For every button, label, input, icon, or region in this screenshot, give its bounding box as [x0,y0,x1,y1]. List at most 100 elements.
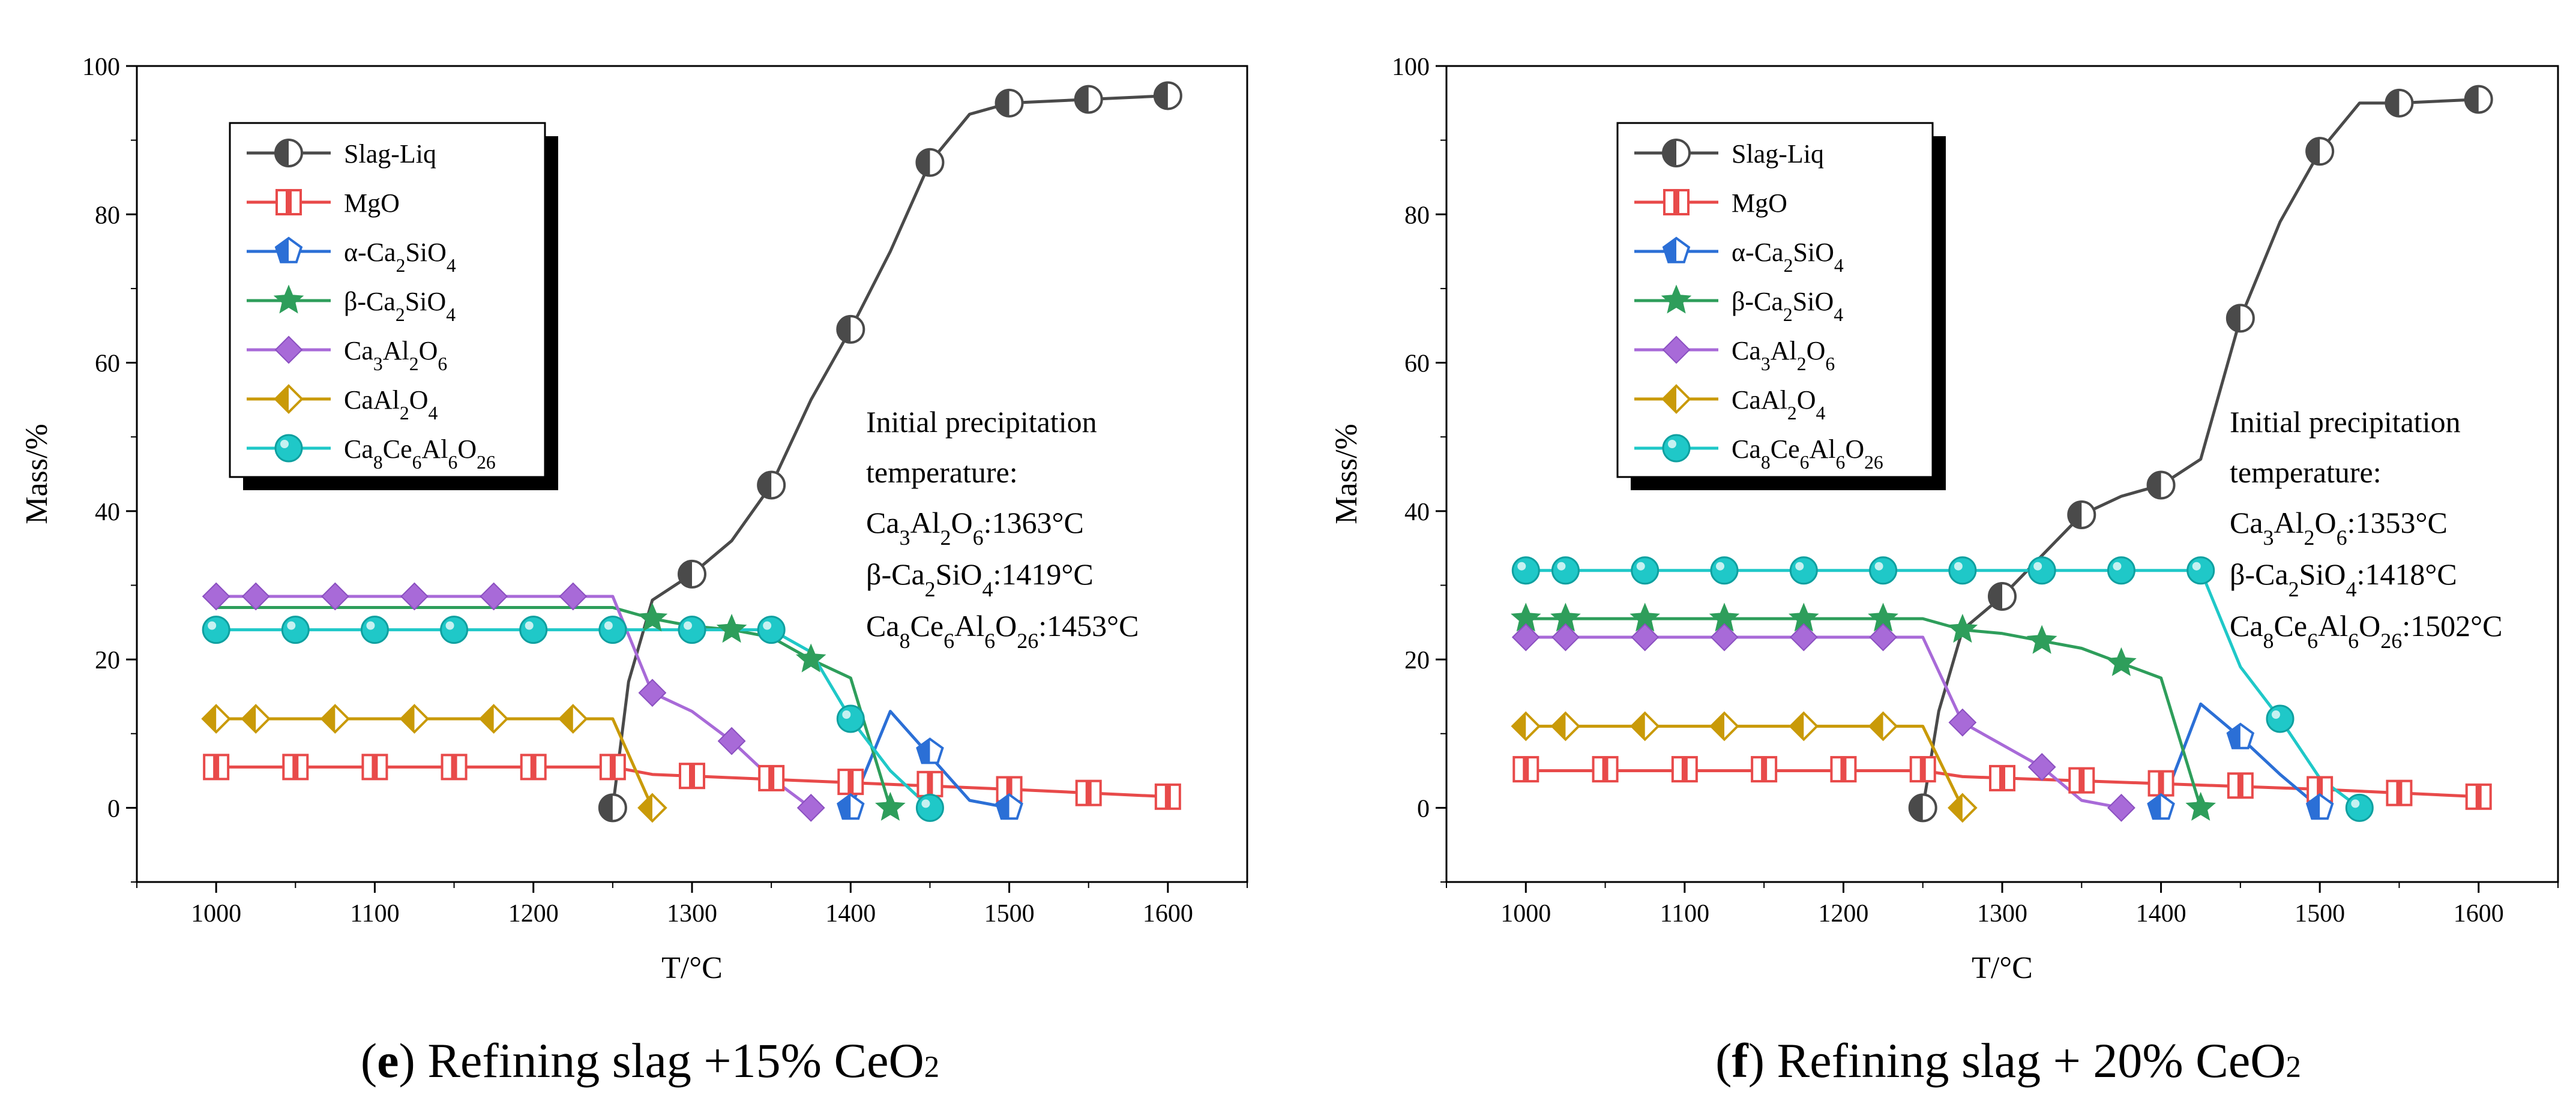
data-point-Ca8Ce6Al6O26-shape [360,616,389,644]
data-point-MgO-fill [1761,757,1768,782]
annotation-line-part: Al [2274,506,2304,539]
y-tick-label: 0 [1417,795,1430,823]
data-point-Ca8Ce6Al6O26-shape [678,616,706,644]
data-point-Slag-Liq-fill [2465,86,2479,113]
legend-label: β-Ca2SiO4 [344,287,456,325]
data-point-Ca8Ce6Al6O26-highlight [366,621,375,630]
legend-marker-Ca8Ce6Al6O26 [1662,434,1691,463]
data-point-Ca8Ce6Al6O26-highlight [2192,562,2201,571]
legend-label-part: O [409,385,429,415]
data-point-Ca3Al2O6-shape [202,582,230,611]
data-point-CaAl2O4-fill [1512,713,1526,740]
data-point-MgO-fill [1164,784,1171,809]
annotation-line-part: 8 [2263,629,2274,653]
data-point-Slag-Liq-fill [1989,583,2002,610]
data-point-Ca8Ce6Al6O26-shape [1710,556,1739,585]
data-point-Ca8Ce6Al6O26 [440,616,469,644]
y-tick-label: 40 [1404,499,1430,526]
data-point-Ca8Ce6Al6O26-shape [2107,556,2135,585]
data-point-MgO-fill [1085,781,1092,805]
data-point-MgO [1751,756,1778,783]
data-point-Ca3Al2O6-shape [1710,623,1739,652]
legend-label-part: SiO [1793,238,1834,267]
series-line-Ca3Al2O6 [1526,635,2122,809]
data-point-MgO-fill [847,770,854,794]
data-point-CaAl2O4-fill [322,706,336,732]
legend-label: Ca3Al2O6 [344,336,447,374]
legend-marker-MgO-fill [1673,190,1679,214]
legend-label-part: SiO [405,238,446,267]
x-tick-label: 1500 [984,900,1035,928]
data-point-MgO [361,754,388,781]
data-point-MgO-fill [2317,777,2323,802]
legend-marker-CaAl2O4-fill [1663,386,1676,412]
data-point-Ca3Al2O6 [1869,623,1897,652]
legend-label: α-Ca2SiO4 [344,238,456,276]
data-point-α-Ca2SiO4-fill [838,794,851,819]
data-point-β-Ca2SiO4-shape [2106,647,2137,676]
data-point-Slag-Liq [678,559,706,589]
legend-marker-Ca8Ce6Al6O26-highlight [280,440,289,448]
legend-marker-β-Ca2SiO4-shape [273,284,304,314]
annotation-line: β-Ca2SiO4:1419°C [866,557,1094,601]
data-point-MgO [2465,783,2492,810]
data-point-β-Ca2SiO4 [716,613,747,643]
legend-label: Slag-Liq [1732,139,1824,169]
data-point-Ca8Ce6Al6O26 [202,616,230,644]
legend-label-part: 2 [396,255,406,276]
legend-label-part: O [457,434,477,464]
data-point-Ca3Al2O6 [1631,623,1660,652]
data-point-CaAl2O4-fill [639,794,652,821]
x-tick-label: 1200 [1818,900,1868,928]
data-point-Ca8Ce6Al6O26-highlight [1954,562,1963,571]
data-point-Ca3Al2O6-shape [1948,708,1977,737]
legend-marker-α-Ca2SiO4 [274,236,303,263]
annotation-line-part: 2 [2289,577,2299,601]
legend-label-part: Ca [344,434,373,464]
data-point-MgO [1075,779,1102,806]
x-tick-label: 1500 [2295,900,2345,928]
annotation-line: β-Ca2SiO4:1418°C [2230,557,2457,601]
data-point-Ca8Ce6Al6O26-shape [281,616,310,644]
x-tick-label: 1400 [2136,900,2186,928]
caption-text: Refining slag + 20% CeO [1777,1033,2286,1088]
data-point-MgO [599,754,626,781]
legend-label-part: SiO [1793,287,1834,316]
data-point-Slag-Liq [1074,85,1103,114]
data-point-MgO-fill [372,755,378,779]
data-point-MgO [2227,772,2254,799]
x-tick-label: 1200 [508,900,559,928]
legend-label-part: 6 [1835,452,1845,473]
data-point-Slag-Liq-fill [1154,82,1168,109]
legend-label: Ca8Ce6Al6O26 [344,434,496,473]
data-point-MgO-fill [2396,781,2403,805]
legend-label-part: O [419,336,438,365]
legend-marker-CaAl2O4 [1661,384,1691,414]
data-point-CaAl2O4-fill [242,706,256,732]
data-point-MgO-fill [1523,757,1529,782]
legend-label-part: Al [421,434,448,464]
data-point-CaAl2O4-fill [1870,713,1883,740]
x-axis-label: T/°C [1972,951,2033,985]
data-point-α-Ca2SiO4-fill [2227,724,2240,748]
data-point-Slag-Liq-fill [916,149,930,176]
data-point-MgO-fill [2475,784,2482,809]
legend-marker-β-Ca2SiO4 [1661,284,1692,314]
legend-label-part: β-Ca [1732,287,1783,316]
legend-marker-α-Ca2SiO4-fill [1664,238,1676,262]
data-point-MgO-fill [2237,773,2243,798]
series-line-β-Ca2SiO4 [216,606,892,809]
data-point-Slag-Liq-fill [2307,138,2320,165]
x-axis-label: T/°C [661,951,723,985]
y-tick-label: 60 [95,350,120,378]
legend-label-part: Ce [383,434,412,464]
annotation-line-part: Ca [866,609,900,643]
x-tick-label: 1400 [825,900,876,928]
data-point-Slag-Liq-fill [1075,86,1089,113]
y-tick-label: 60 [1404,350,1430,378]
data-point-Ca8Ce6Al6O26-shape [440,616,469,644]
data-point-CaAl2O4-fill [401,706,415,732]
legend-label-part: 26 [477,452,496,473]
x-tick-label: 1600 [2454,900,2504,928]
legend-label-part: Al [1809,434,1835,464]
